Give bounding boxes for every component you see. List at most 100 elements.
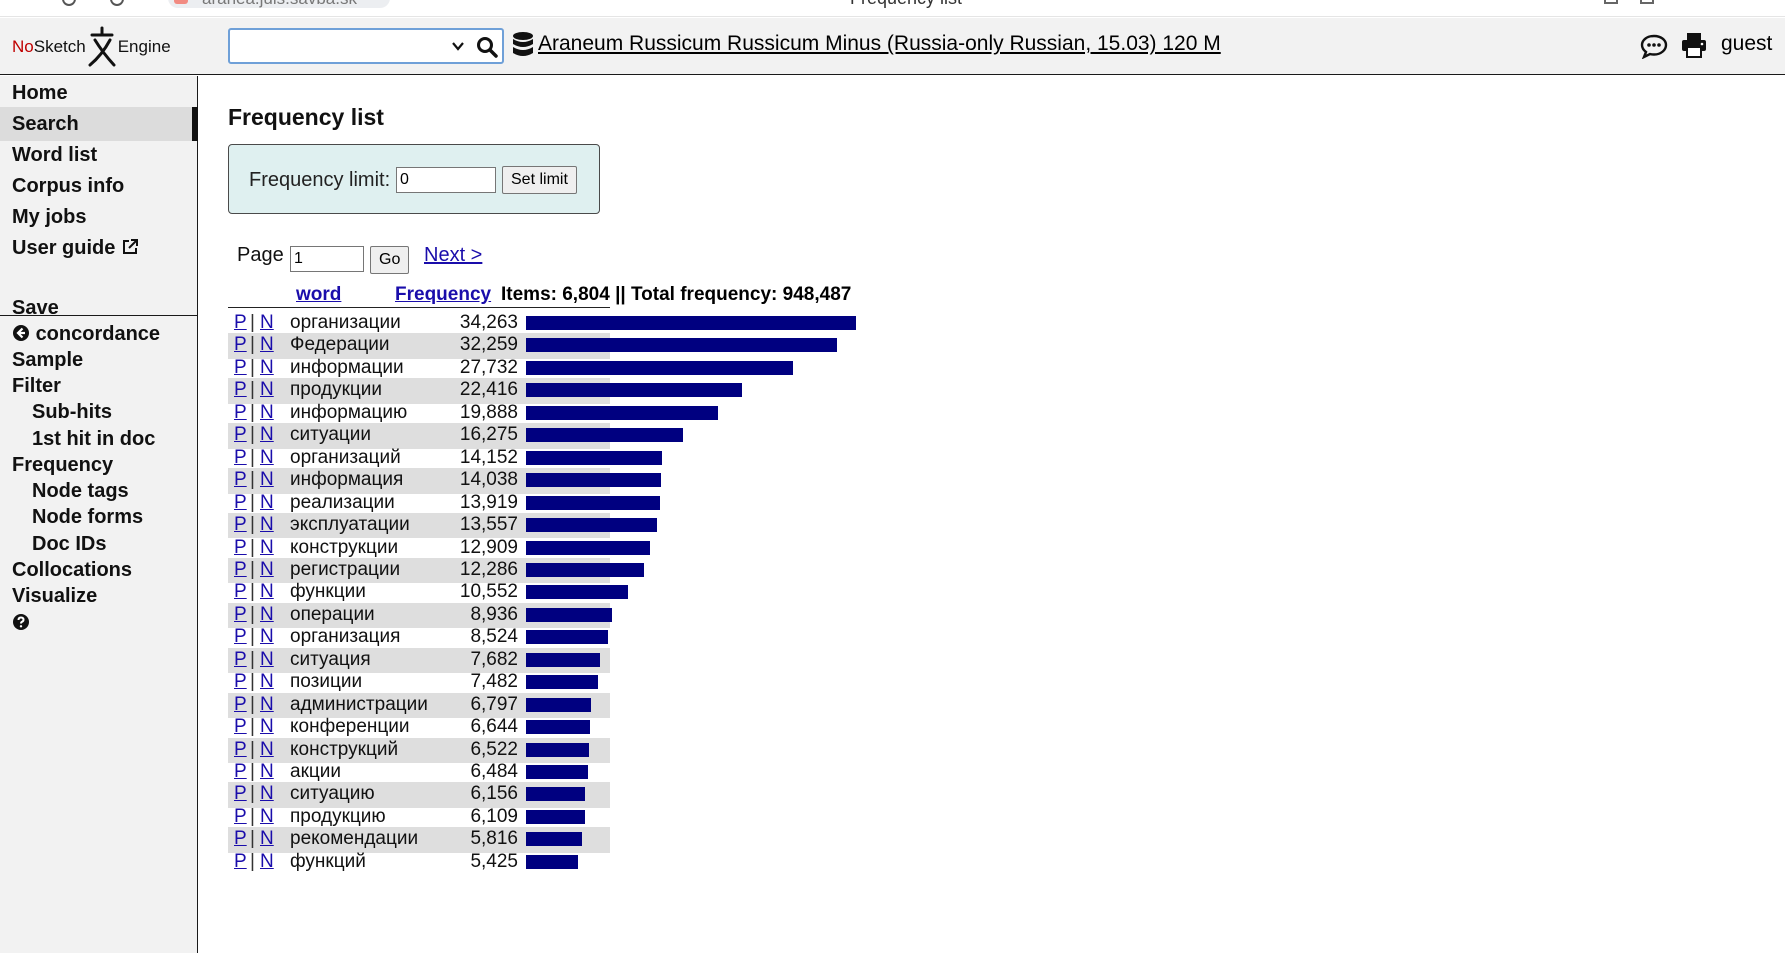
positive-filter-link[interactable]: P	[234, 850, 247, 872]
positive-filter-link[interactable]: P	[234, 581, 247, 603]
frequency-bar	[526, 742, 589, 757]
sidebar-item-corpus-info[interactable]: Corpus info	[0, 169, 198, 203]
nosketch-engine-logo[interactable]: No Sketch Engine	[12, 22, 171, 72]
negative-filter-link[interactable]: N	[260, 356, 274, 378]
negative-filter-link[interactable]: N	[260, 558, 274, 580]
negative-filter-link[interactable]: N	[260, 671, 274, 693]
sidebar-help[interactable]	[0, 606, 198, 640]
sidebar-item-home[interactable]: Home	[0, 76, 198, 110]
positive-filter-link[interactable]: P	[234, 401, 247, 423]
sidebar-item-word-list[interactable]: Word list	[0, 138, 198, 172]
positive-filter-link[interactable]: P	[234, 356, 247, 378]
positive-filter-link[interactable]: P	[234, 514, 247, 536]
negative-filter-link[interactable]: N	[260, 716, 274, 738]
address-bar[interactable]: aranea.juls.savba.sk	[168, 0, 390, 8]
positive-filter-link[interactable]: P	[234, 693, 247, 715]
negative-filter-link[interactable]: N	[260, 850, 274, 872]
positive-filter-link[interactable]: P	[234, 424, 247, 446]
corpus-name-link[interactable]: Araneum Russicum Russicum Minus (Russia-…	[538, 32, 1221, 55]
sidebar-action-node-forms[interactable]: Node forms	[0, 500, 198, 534]
positive-filter-link[interactable]: P	[234, 469, 247, 491]
negative-filter-link[interactable]: N	[260, 693, 274, 715]
negative-filter-link[interactable]: N	[260, 379, 274, 401]
sidebar-action-node-tags[interactable]: Node tags	[0, 474, 198, 508]
positive-filter-link[interactable]: P	[234, 446, 247, 468]
positive-filter-link[interactable]: P	[234, 603, 247, 625]
sidebar-action-concordance[interactable]: concordance	[0, 317, 198, 351]
sidebar-action-doc-ids[interactable]: Doc IDs	[0, 527, 198, 561]
page-label: Page	[237, 244, 284, 266]
sidebar-action-visualize[interactable]: Visualize	[0, 579, 198, 613]
window-control-icon[interactable]	[1640, 0, 1654, 4]
positive-filter-link[interactable]: P	[234, 312, 247, 333]
sidebar-item-user-guide[interactable]: User guide	[0, 231, 198, 265]
positive-filter-link[interactable]: P	[234, 379, 247, 401]
negative-filter-link[interactable]: N	[260, 334, 274, 356]
negative-filter-link[interactable]: N	[260, 581, 274, 603]
positive-filter-link[interactable]: P	[234, 626, 247, 648]
chevron-down-icon[interactable]	[450, 38, 466, 54]
positive-filter-link[interactable]: P	[234, 738, 247, 760]
quick-search-input[interactable]	[228, 28, 504, 64]
negative-filter-link[interactable]: N	[260, 648, 274, 670]
sidebar-action-filter[interactable]: Filter	[0, 369, 198, 403]
negative-filter-link[interactable]: N	[260, 828, 274, 850]
sidebar-action-sub-hits[interactable]: Sub-hits	[0, 395, 198, 429]
word-cell: администрации	[290, 693, 428, 715]
negative-filter-link[interactable]: N	[260, 536, 274, 558]
sidebar-item-label: User guide	[12, 237, 116, 259]
print-icon[interactable]	[1680, 31, 1708, 59]
feedback-icon[interactable]	[1640, 33, 1668, 59]
frequency-limit-input[interactable]	[396, 167, 496, 193]
negative-filter-link[interactable]: N	[260, 805, 274, 827]
positive-filter-link[interactable]: P	[234, 536, 247, 558]
user-name[interactable]: guest	[1721, 32, 1773, 55]
positive-filter-link[interactable]: P	[234, 671, 247, 693]
negative-filter-link[interactable]: N	[260, 491, 274, 513]
sidebar-action-frequency[interactable]: Frequency	[0, 448, 198, 482]
column-header-frequency[interactable]: Frequency	[395, 284, 492, 305]
help-icon[interactable]	[12, 613, 30, 631]
negative-filter-link[interactable]: N	[260, 738, 274, 760]
positive-filter-link[interactable]: P	[234, 334, 247, 356]
positive-filter-link[interactable]: P	[234, 491, 247, 513]
column-header-word[interactable]: word	[296, 284, 342, 305]
next-page-link[interactable]: Next >	[424, 244, 483, 266]
positive-filter-link[interactable]: P	[234, 716, 247, 738]
sidebar-item-label: Node forms	[32, 506, 144, 528]
logo-engine: Engine	[117, 37, 171, 56]
sidebar-item-my-jobs[interactable]: My jobs	[0, 200, 198, 234]
negative-filter-link[interactable]: N	[260, 401, 274, 423]
negative-filter-link[interactable]: N	[260, 514, 274, 536]
top-bar: No Sketch Engine Araneum Russicum Russic…	[0, 18, 1785, 75]
sidebar-action-collocations[interactable]: Collocations	[0, 553, 198, 587]
sidebar-action-first-hit-in-doc[interactable]: 1st hit in doc	[0, 422, 198, 456]
positive-filter-link[interactable]: P	[234, 783, 247, 805]
go-button[interactable]: Go	[370, 246, 410, 274]
link-separator: |	[250, 514, 255, 536]
sidebar-action-save[interactable]: Save	[0, 291, 198, 325]
window-control-icon[interactable]	[1604, 0, 1618, 4]
reload-icon[interactable]	[110, 0, 124, 6]
positive-filter-link[interactable]: P	[234, 828, 247, 850]
positive-filter-link[interactable]: P	[234, 558, 247, 580]
negative-filter-link[interactable]: N	[260, 469, 274, 491]
sidebar-action-sample[interactable]: Sample	[0, 343, 198, 377]
negative-filter-link[interactable]: N	[260, 603, 274, 625]
negative-filter-link[interactable]: N	[260, 446, 274, 468]
negative-filter-link[interactable]: N	[260, 783, 274, 805]
negative-filter-link[interactable]: N	[260, 626, 274, 648]
negative-filter-link[interactable]: N	[260, 424, 274, 446]
search-icon[interactable]	[476, 36, 498, 58]
sidebar-item-search[interactable]: Search	[0, 107, 198, 141]
negative-filter-link[interactable]: N	[260, 761, 274, 782]
negative-filter-link[interactable]: N	[260, 312, 274, 333]
back-icon[interactable]	[62, 0, 76, 6]
page-number-input[interactable]	[290, 246, 364, 272]
positive-filter-link[interactable]: P	[234, 761, 247, 782]
positive-filter-link[interactable]: P	[234, 805, 247, 827]
positive-filter-link[interactable]: P	[234, 648, 247, 670]
set-limit-button[interactable]: Set limit	[502, 166, 577, 194]
